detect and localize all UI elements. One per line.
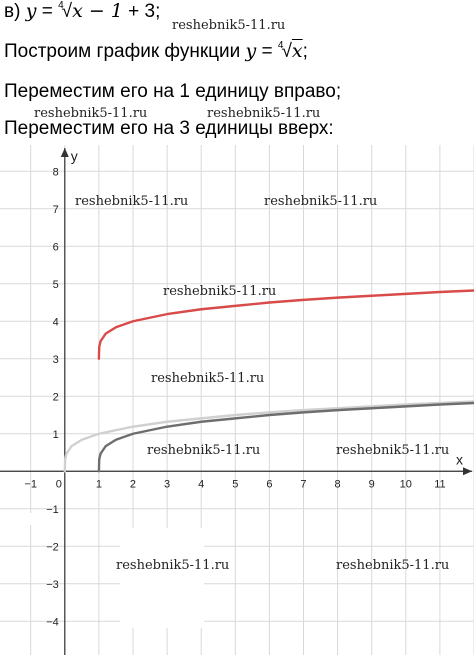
radicand-2: x (291, 40, 303, 62)
watermark: reshebnik5-11.ru (207, 106, 321, 121)
y-tick-label: 7 (53, 204, 59, 216)
x-tick-label: 3 (164, 478, 170, 490)
series-line-3 (97, 289, 474, 360)
x-tick-label: 11 (434, 478, 445, 490)
watermark: reshebnik5-11.ru (147, 443, 261, 458)
x-tick-label: 7 (300, 478, 306, 490)
x-tick-label: 8 (335, 478, 341, 490)
y-tick-label: 3 (53, 354, 59, 366)
x-tick-label: 1 (96, 478, 102, 490)
x-tick-label: 9 (369, 478, 375, 490)
edge-cover (0, 513, 48, 525)
y-tick-label: 8 (53, 166, 59, 178)
y-tick-label: −3 (46, 579, 59, 591)
step-end: ; (302, 41, 308, 62)
watermark: reshebnik5-11.ru (75, 194, 189, 209)
series-line-2 (97, 401, 474, 473)
x-tick-label: 6 (266, 478, 272, 490)
step-shift-right: Переместим его на 1 единицу вправо; (4, 81, 342, 102)
y-tick-label: −4 (46, 616, 59, 628)
equation-y: y (25, 0, 37, 22)
x-tick-label: −1 (24, 478, 37, 490)
watermark: reshebnik5-11.ru (172, 18, 286, 33)
radicand: x − 1 (72, 0, 123, 22)
radical-sign: √ (61, 1, 73, 22)
root-index: 4 (58, 0, 64, 11)
root-index-2: 4 (277, 40, 284, 51)
watermark: reshebnik5-11.ru (163, 284, 277, 299)
watermark: reshebnik5-11.ru (34, 106, 148, 121)
step-shift-up: Переместим его на 3 единицы вверх: (4, 118, 334, 139)
x-tick-label: 5 (232, 478, 238, 490)
curves (63, 289, 474, 473)
y-tick-label: −1 (46, 504, 59, 516)
step-text: Построим график функции (4, 41, 246, 62)
x-tick-label: 2 (130, 478, 136, 490)
y-tick-label: −2 (46, 541, 59, 553)
x-tick-label: 0 (56, 478, 62, 490)
item-letter: в) (4, 1, 26, 22)
function-y: y (245, 40, 257, 62)
watermark: reshebnik5-11.ru (264, 194, 378, 209)
tick-labels: −1 0 1 2 3 4 5 6 7 8 9 10 11 −4 −3 −2 −1 1 2 3 4 5 6 7 8 (24, 166, 445, 628)
x-tick-label: 4 (198, 478, 204, 490)
x-axis-arrow (463, 467, 472, 476)
y-axis-arrow (60, 148, 69, 157)
y-tick-label: 4 (53, 316, 59, 328)
y-tick-label: 6 (53, 241, 59, 253)
watermark: reshebnik5-11.ru (151, 371, 265, 386)
y-tick-label: 2 (53, 391, 59, 403)
watermark: reshebnik5-11.ru (336, 558, 450, 573)
y-tick-label: 1 (53, 429, 59, 441)
equation-line: в) y = 4√x − 1 + 3; (4, 0, 160, 23)
series-line-1 (63, 400, 474, 473)
watermark: reshebnik5-11.ru (116, 558, 230, 573)
function-equals: = (256, 41, 278, 62)
axes: xy (0, 148, 472, 655)
watermark: reshebnik5-11.ru (336, 443, 450, 458)
x-axis-label: x (456, 451, 463, 467)
equation-equals: = (36, 1, 59, 22)
x-tick-label: 10 (400, 478, 412, 490)
grid (0, 145, 474, 655)
equation-tail: + 3; (122, 1, 161, 22)
y-axis-label: y (71, 148, 78, 164)
y-tick-label: 5 (53, 279, 59, 291)
patch-cover (120, 528, 204, 628)
step-build-graph: Построим график функции y = 4√x; (4, 40, 308, 63)
radical-sign-2: √ (281, 41, 292, 62)
